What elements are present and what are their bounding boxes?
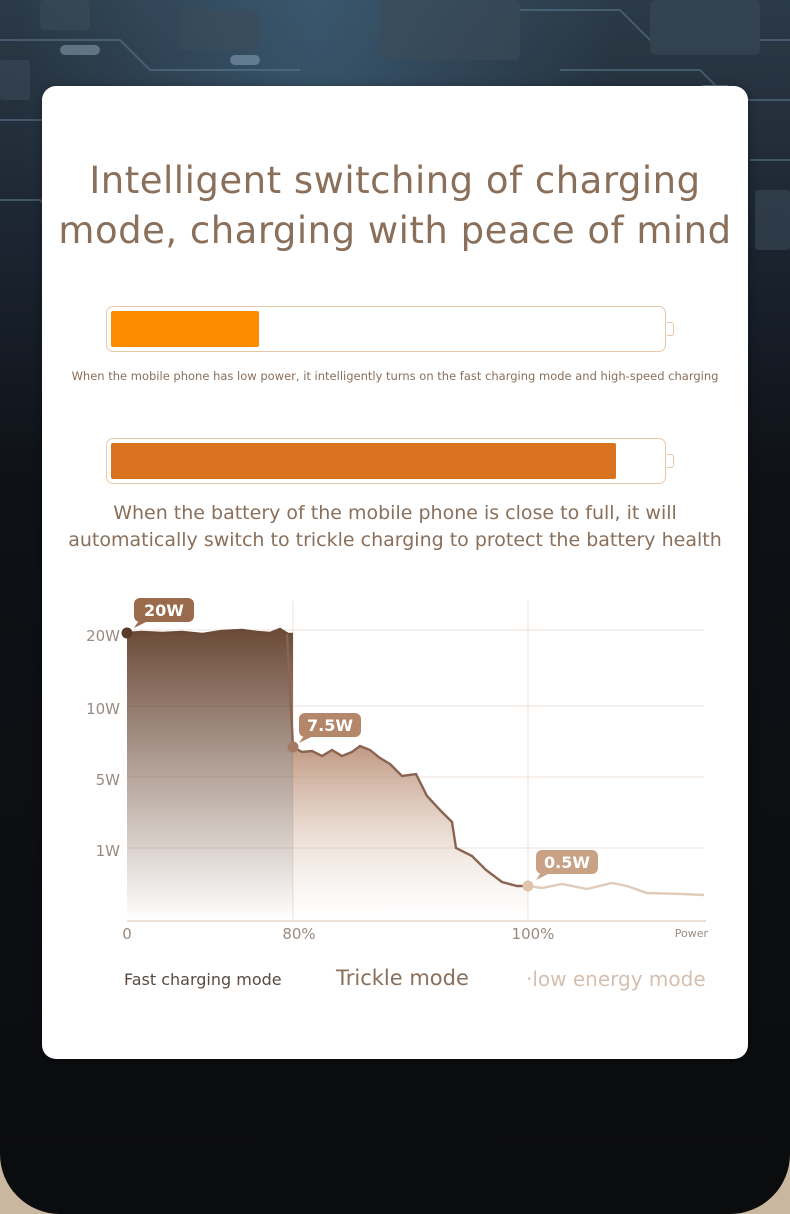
point-0-5w xyxy=(522,880,534,892)
battery-low-caption: When the mobile phone has low power, it … xyxy=(71,369,719,383)
fast-charging-line xyxy=(126,627,293,636)
y-tick-5w: 5W xyxy=(96,771,121,789)
charging-power-chart: 20W 7.5W 0.5W 20W 10W 5W 1W 0 80% 100% P… xyxy=(86,598,709,943)
battery-full-caption-line-1: When the battery of the mobile phone is … xyxy=(113,502,677,524)
x-tick-0: 0 xyxy=(122,925,132,943)
callout-7-5w-label: 7.5W xyxy=(307,716,353,735)
callout-20w-label: 20W xyxy=(144,601,184,620)
callout-0-5w-label: 0.5W xyxy=(544,853,590,872)
battery-full-caption: When the battery of the mobile phone is … xyxy=(42,500,748,554)
legend-trickle: Trickle mode xyxy=(336,966,469,990)
callout-7-5w: 7.5W xyxy=(299,713,361,743)
title-line-1: Intelligent switching of charging xyxy=(89,159,701,202)
y-tick-10w: 10W xyxy=(86,700,120,718)
drop-line xyxy=(285,633,295,748)
x-tick-100: 100% xyxy=(512,925,555,943)
low-energy-line xyxy=(527,881,705,897)
legend-fast-charging: Fast charging mode xyxy=(124,970,282,989)
legend-low-energy: ·low energy mode xyxy=(526,967,706,991)
battery-low-fill xyxy=(111,311,259,347)
battery-low-tip xyxy=(667,322,674,336)
battery-full-fill xyxy=(111,443,616,479)
trickle-area xyxy=(293,746,528,921)
battery-full-caption-line-2: automatically switch to trickle charging… xyxy=(68,529,722,551)
page-title: Intelligent switching of charging mode, … xyxy=(42,156,748,256)
callout-20w: 20W xyxy=(134,598,194,628)
battery-low-indicator xyxy=(106,306,674,352)
y-tick-20w: 20W xyxy=(86,627,120,645)
battery-full-tip xyxy=(667,454,674,468)
battery-full-indicator xyxy=(106,438,674,484)
point-7-5w xyxy=(287,741,299,753)
title-line-2: mode, charging with peace of mind xyxy=(58,209,732,252)
charging-info-card: Intelligent switching of charging mode, … xyxy=(42,86,748,1059)
x-axis-label: Power xyxy=(675,927,709,940)
fast-charging-area xyxy=(127,629,293,921)
callout-0-5w: 0.5W xyxy=(536,850,598,880)
point-20w xyxy=(121,627,133,639)
y-tick-1w: 1W xyxy=(96,842,121,860)
x-tick-80: 80% xyxy=(282,925,315,943)
trickle-line xyxy=(292,744,528,888)
